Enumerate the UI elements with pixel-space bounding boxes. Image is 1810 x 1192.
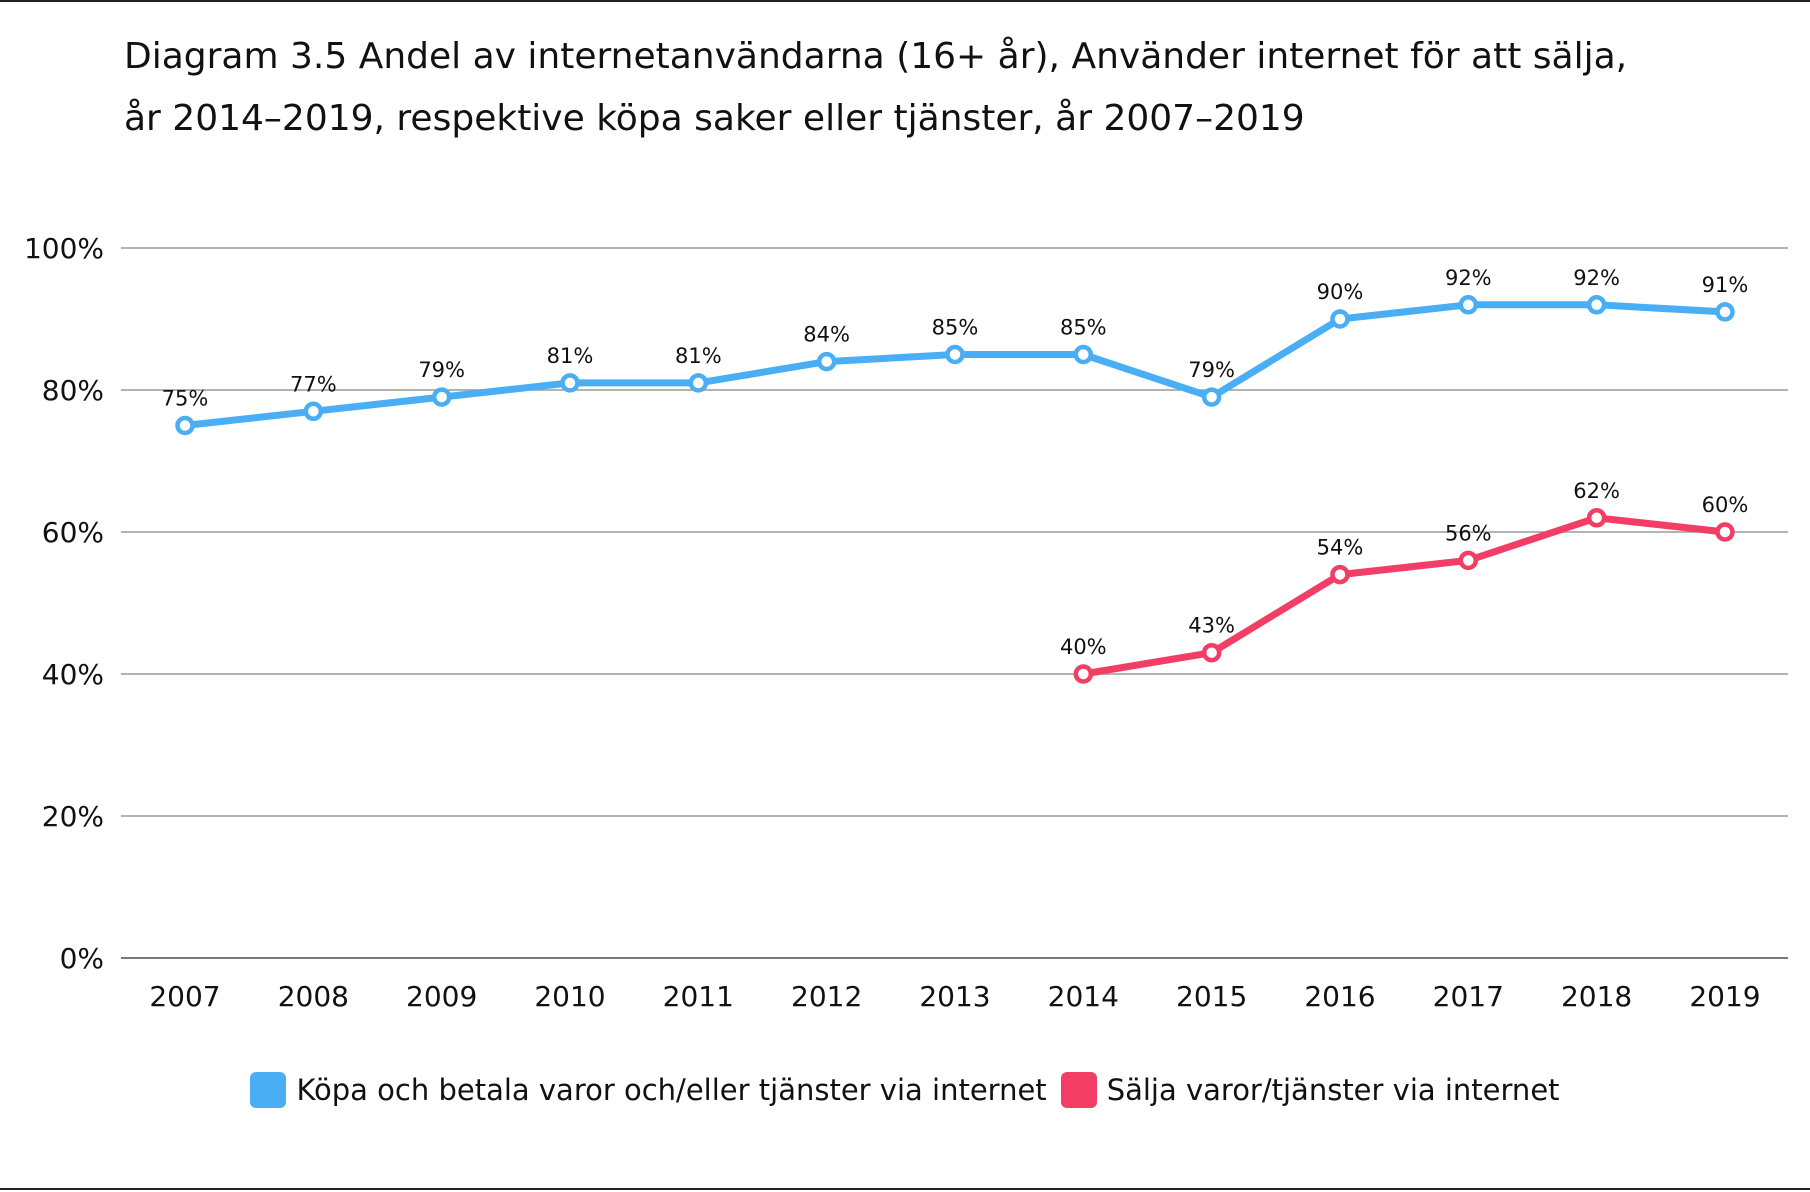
x-tick-label: 2008: [278, 980, 349, 1013]
legend-label-kopa: Köpa och betala varor och/eller tjänster…: [296, 1073, 1047, 1107]
data-point: [1201, 387, 1222, 407]
data-point: [560, 373, 580, 393]
chart-title-line-1: Diagram 3.5 Andel av internetanvändarna …: [124, 36, 1628, 77]
legend-item-kopa: Köpa och betala varor och/eller tjänster…: [250, 1072, 1047, 1108]
data-point: [1073, 664, 1094, 684]
data-label: 43%: [1188, 614, 1235, 638]
data-point: [945, 344, 965, 365]
legend-swatch-salja: [1060, 1072, 1097, 1108]
series-line-2: [1079, 514, 1729, 678]
x-tick-label: 2009: [406, 980, 477, 1013]
y-tick-label: 20%: [42, 800, 104, 833]
x-tick-label: 2015: [1176, 980, 1247, 1013]
x-tick-label: 2014: [1048, 980, 1119, 1013]
legend-label-salja: Sälja varor/tjänster via internet: [1106, 1073, 1560, 1107]
data-point: [1586, 295, 1607, 315]
legend-item-salja: Sälja varor/tjänster via internet: [1060, 1072, 1560, 1108]
y-tick-label: 60%: [42, 516, 104, 549]
x-tick-label: 2010: [534, 980, 605, 1013]
data-label: 85%: [1060, 316, 1107, 340]
data-label: 60%: [1702, 493, 1749, 517]
chart-title: Diagram 3.5 Andel av internetanvändarna …: [124, 26, 1774, 150]
data-point: [1201, 642, 1222, 663]
data-label: 77%: [290, 372, 337, 396]
data-label: 92%: [1573, 266, 1620, 290]
data-point: [1715, 302, 1735, 322]
data-point: [1458, 295, 1479, 315]
data-label: 40%: [1060, 635, 1107, 659]
data-label: 85%: [932, 316, 979, 340]
data-point: [1458, 550, 1479, 571]
data-label: 56%: [1445, 521, 1492, 545]
y-tick-label: 100%: [24, 232, 104, 265]
data-label: 75%: [162, 387, 209, 411]
bottom-rule: [0, 1188, 1810, 1190]
data-label: 79%: [418, 358, 465, 382]
data-point: [431, 387, 452, 407]
x-tick-label: 2017: [1433, 980, 1504, 1013]
data-point: [303, 401, 324, 422]
data-label: 79%: [1188, 358, 1235, 382]
data-point: [1715, 522, 1735, 542]
data-point: [1330, 564, 1350, 585]
data-label: 81%: [675, 344, 722, 368]
legend-swatch-kopa: [250, 1072, 287, 1108]
data-label: 91%: [1702, 273, 1749, 297]
x-tick-label: 2013: [919, 980, 990, 1013]
data-label: 90%: [1317, 280, 1364, 304]
x-tick-label: 2016: [1304, 980, 1375, 1013]
data-point: [1073, 344, 1094, 365]
chart-legend: Köpa och betala varor och/eller tjänster…: [0, 1072, 1810, 1108]
data-point: [1586, 508, 1607, 528]
x-tick-label: 2007: [149, 980, 220, 1013]
x-tick-label: 2012: [791, 980, 862, 1013]
data-point: [816, 351, 837, 372]
data-label: 92%: [1445, 266, 1492, 290]
chart-title-line-2: år 2014–2019, respektive köpa saker elle…: [124, 98, 1305, 139]
x-tick-label: 2019: [1689, 980, 1760, 1013]
data-point: [688, 373, 709, 393]
data-label: 84%: [803, 323, 850, 347]
x-tick-label: 2011: [663, 980, 734, 1013]
y-tick-label: 80%: [42, 374, 104, 407]
x-tick-label: 2018: [1561, 980, 1632, 1013]
data-label: 62%: [1573, 479, 1620, 503]
data-point: [175, 415, 195, 436]
data-point: [1330, 309, 1350, 329]
top-rule: [0, 0, 1810, 2]
y-tick-label: 40%: [42, 658, 104, 691]
data-label: 54%: [1317, 536, 1364, 560]
data-label: 81%: [547, 344, 594, 368]
y-tick-label: 0%: [60, 942, 104, 975]
